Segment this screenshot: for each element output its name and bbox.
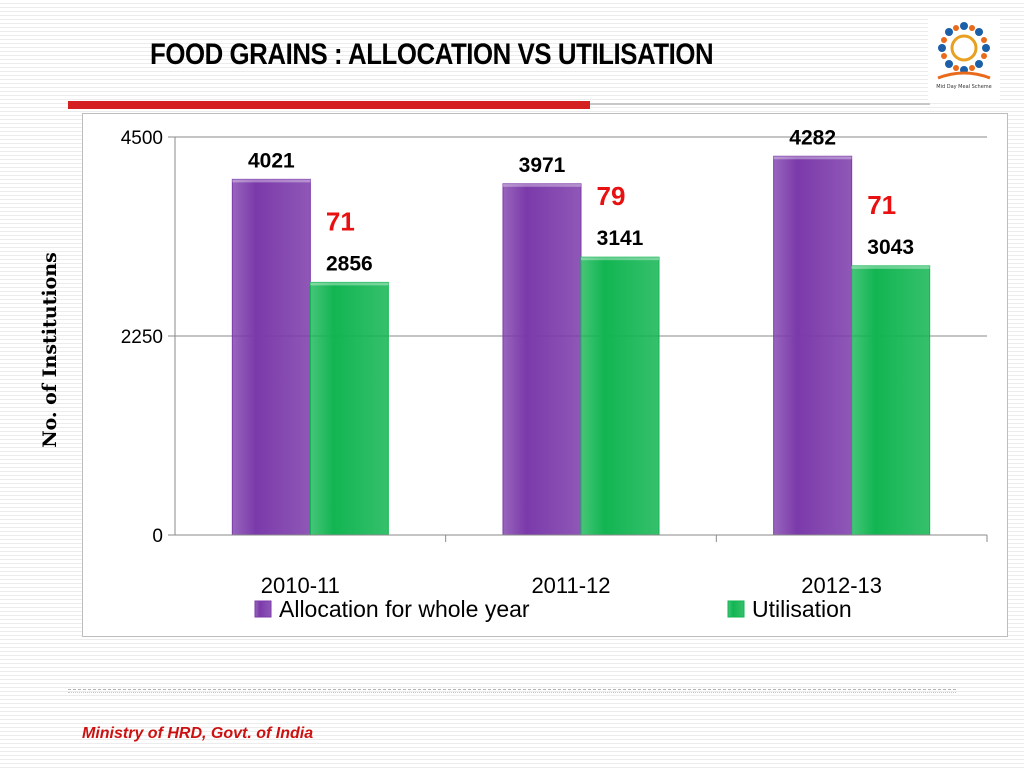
bar	[851, 265, 931, 536]
y-tick-label: 2250	[121, 327, 163, 348]
bar-highlight	[581, 257, 659, 261]
footer-rule	[68, 689, 956, 690]
x-tick-label: 2011-12	[531, 573, 610, 598]
title-rule-grey	[590, 103, 930, 105]
gap-annotation: 71	[867, 190, 896, 220]
bar-highlight	[773, 156, 852, 160]
bar-highlight	[310, 282, 389, 286]
bar-chart: 0 2250 4500 4021 2856 71 2010-11 3971 3141 79 2011…	[121, 126, 988, 622]
footer-text: Ministry of HRD, Govt. of India	[82, 725, 314, 742]
legend-swatch	[254, 600, 272, 618]
y-tick-label: 0	[152, 526, 163, 547]
bar	[231, 178, 311, 536]
footer-rule-dotted	[68, 692, 956, 693]
logo-icon	[937, 22, 991, 80]
mid-day-meal-logo	[928, 18, 1000, 102]
legend-label: Allocation for whole year	[279, 596, 530, 622]
bar	[309, 281, 389, 536]
gap-annotation: 79	[597, 181, 626, 211]
bar	[773, 155, 853, 536]
logo-caption: Mid Day Meal Scheme	[936, 84, 992, 90]
data-label: 4282	[789, 126, 836, 149]
gap-annotation: 71	[326, 206, 355, 236]
legend-label: Utilisation	[752, 596, 852, 622]
title-rule-red	[68, 101, 590, 109]
x-tick-label: 2010-11	[261, 573, 340, 598]
legend-swatch	[727, 600, 745, 618]
data-label: 3141	[597, 227, 644, 250]
bar-highlight	[851, 265, 930, 269]
y-tick-label: 4500	[121, 128, 163, 149]
bar	[580, 256, 660, 536]
x-tick-label: 2012-13	[801, 573, 882, 598]
data-label: 2856	[326, 252, 373, 275]
bar-highlight	[503, 183, 581, 187]
data-label: 3971	[519, 154, 566, 177]
chart-container: 0 2250 4500 4021 2856 71 2010-11 3971 3141 79 2011…	[82, 113, 1008, 637]
y-axis-label: No. of Institutions	[39, 252, 61, 448]
page-title: FOOD GRAINS : ALLOCATION VS UTILISATION	[150, 38, 714, 71]
data-label: 4021	[248, 149, 295, 172]
bar	[502, 183, 582, 536]
data-label: 3043	[867, 236, 914, 259]
bar-highlight	[232, 179, 311, 183]
